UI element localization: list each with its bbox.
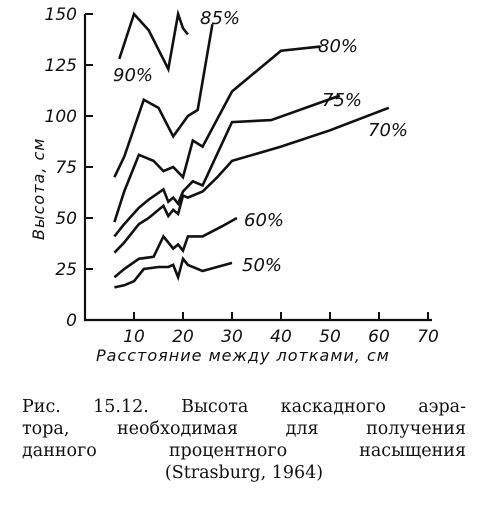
y-tick-label: 150 [45, 5, 77, 25]
caption-line: данного процентного насыщения [22, 441, 466, 461]
chart-series [113, 8, 390, 289]
series-label: 85% [200, 8, 240, 29]
series-label: 75% [322, 90, 362, 111]
series-label: 50% [242, 255, 282, 276]
y-tick-label: 50 [55, 209, 77, 229]
chart-ticks: 0 25 50 75 100 125 150 10 20 30 40 50 60 70 [45, 5, 439, 347]
series-line-85pct [113, 23, 214, 178]
x-tick-label: 10 [123, 327, 145, 347]
x-tick-label: 20 [172, 327, 194, 347]
series-line-90pct [118, 8, 189, 74]
caption-line: (Strasburg, 1964) [164, 463, 324, 483]
figure-caption: Рис. 15.12. Высота каскадного аэра- тора… [22, 396, 466, 484]
y-tick-label: 75 [55, 158, 77, 178]
y-tick-label: 0 [66, 311, 77, 331]
series-line-70pct [113, 106, 390, 254]
y-tick-label: 100 [45, 107, 77, 127]
y-tick-label: 125 [45, 56, 77, 76]
x-tick-label: 50 [319, 327, 341, 347]
series-label: 90% [113, 65, 153, 86]
chart-series-labels: 90% 85% 80% 75% 70% 60% 50% [113, 8, 408, 276]
series-label: 60% [244, 210, 284, 231]
x-tick-label: 30 [221, 327, 243, 347]
series-line-75pct [113, 94, 341, 238]
x-tick-label: 40 [270, 327, 292, 347]
x-tick-label: 70 [417, 327, 439, 347]
x-axis-label: Расстояние между лотками, см [96, 346, 390, 365]
series-line-50pct [114, 255, 233, 289]
caption-line: Рис. 15.12. Высота каскадного аэра- [22, 397, 466, 417]
x-tick-label: 60 [368, 327, 390, 347]
y-axis-label: Высота, см [29, 138, 48, 240]
series-label: 70% [368, 120, 408, 141]
chart-area: 0 25 50 75 100 125 150 10 20 30 40 50 60 70 90% 85% 80%… [29, 5, 439, 365]
series-line-60pct [113, 216, 238, 279]
caption-line: тора, необходимая для получения [22, 419, 466, 439]
series-label: 80% [318, 36, 358, 57]
y-tick-label: 25 [55, 260, 77, 280]
series-line-80pct [113, 45, 321, 223]
